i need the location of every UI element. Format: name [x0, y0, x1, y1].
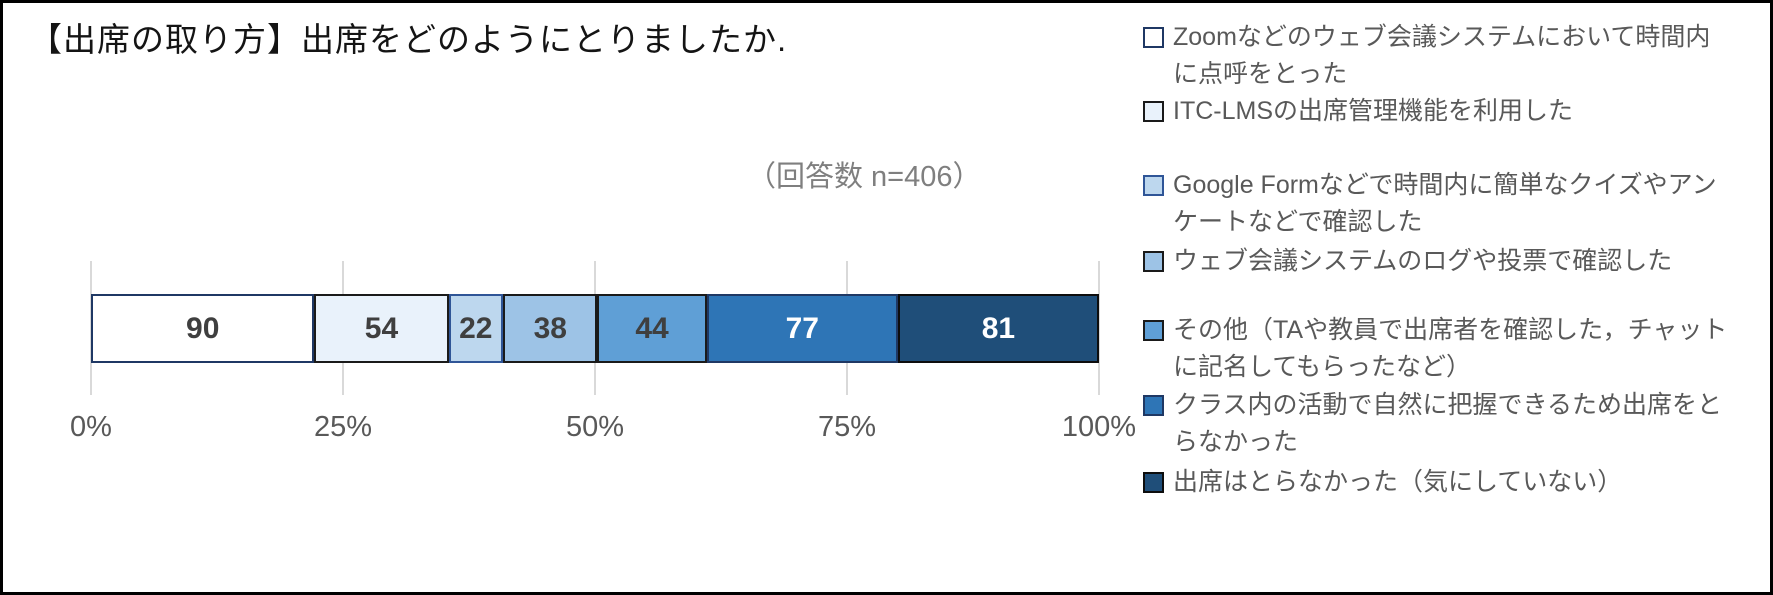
legend-swatch [1143, 101, 1164, 122]
legend-label: 出席はとらなかった（気にしていない） [1173, 468, 1623, 496]
bar-segment-4: 38 [503, 294, 598, 363]
gridline [1098, 261, 1100, 395]
bar-segment-3: 22 [448, 294, 504, 363]
x-axis-tick-label: 25% [313, 411, 373, 443]
legend-item-5: その他（TAや教員で出席者を確認した，チャットに記名してもらったなど） [1143, 312, 1743, 386]
legend-swatch [1143, 395, 1164, 416]
legend-item-7: 出席はとらなかった（気にしていない） [1143, 464, 1743, 501]
legend-swatch [1143, 472, 1164, 493]
legend: Zoomなどのウェブ会議システムにおいて時間内に点呼をとった ITC-LMSの出席… [1143, 3, 1767, 592]
legend-item-4: ウェブ会議システムのログや投票で確認した [1143, 243, 1743, 280]
bar-segment-6: 77 [706, 294, 898, 363]
legend-swatch [1143, 251, 1164, 272]
bar-segment-value: 90 [186, 311, 220, 345]
bar-segment-value: 44 [635, 311, 669, 345]
legend-item-1: Zoomなどのウェブ会議システムにおいて時間内に点呼をとった [1143, 19, 1743, 93]
legend-label: その他（TAや教員で出席者を確認した，チャットに記名してもらったなど） [1173, 316, 1728, 381]
legend-label: Google Formなどで時間内に簡単なクイズやアンケートなどで確認した [1173, 171, 1717, 236]
legend-label: クラス内の活動で自然に把握できるため出席をとらなかった [1173, 391, 1723, 456]
legend-label: ウェブ会議システムのログや投票で確認した [1173, 247, 1673, 275]
legend-label: Zoomなどのウェブ会議システムにおいて時間内に点呼をとった [1173, 23, 1711, 88]
bar-segment-1: 90 [91, 294, 315, 363]
x-axis-tick-label: 100% [1061, 411, 1137, 443]
response-count-annotation: （回答数 n=406） [747, 161, 982, 193]
legend-swatch [1143, 175, 1164, 196]
plot-area: 90 54 22 38 44 77 81 0% 25% 50% 75% 100% [3, 3, 1770, 592]
x-axis-tick-label: 0% [70, 411, 112, 443]
bar-segment-value: 38 [533, 311, 567, 345]
x-axis-tick-label: 50% [565, 411, 625, 443]
x-axis-tick-label: 75% [817, 411, 877, 443]
chart-title: 【出席の取り方】出席をどのようにとりましたか. [29, 21, 788, 58]
legend-swatch [1143, 27, 1164, 48]
legend-item-2: ITC-LMSの出席管理機能を利用した [1143, 93, 1743, 130]
bar-segment-value: 22 [459, 311, 493, 345]
bar-segment-value: 77 [785, 311, 819, 345]
bar-segment-7: 81 [897, 294, 1099, 363]
stacked-bar: 90 54 22 38 44 77 81 [91, 294, 1099, 363]
bar-segment-value: 54 [364, 311, 399, 345]
bar-segment-value: 81 [981, 311, 1016, 345]
legend-item-3: Google Formなどで時間内に簡単なクイズやアンケートなどで確認した [1143, 167, 1743, 241]
legend-label: ITC-LMSの出席管理機能を利用した [1173, 97, 1574, 125]
bar-segment-2: 54 [314, 294, 449, 363]
bar-segment-5: 44 [597, 294, 707, 363]
legend-item-6: クラス内の活動で自然に把握できるため出席をとらなかった [1143, 387, 1743, 461]
legend-swatch [1143, 320, 1164, 341]
